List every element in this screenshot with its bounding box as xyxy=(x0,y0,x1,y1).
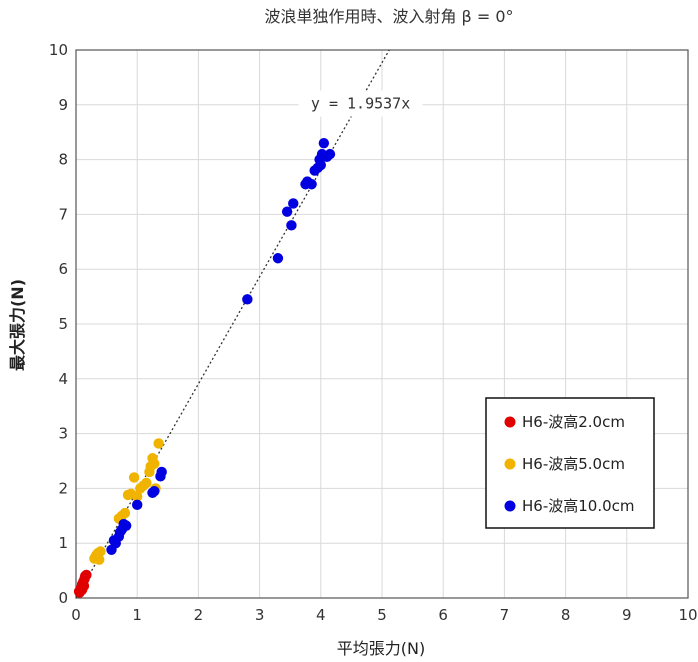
y-tick-label: 3 xyxy=(58,425,68,443)
x-tick-label: 0 xyxy=(71,606,81,624)
x-tick-label: 2 xyxy=(194,606,204,624)
data-point xyxy=(119,507,131,519)
data-point xyxy=(153,438,164,449)
data-point xyxy=(141,477,152,489)
legend: H6-波高2.0cm H6-波高5.0cm H6-波高10.0cm xyxy=(485,397,655,529)
data-point xyxy=(288,198,299,209)
x-tick-label: 6 xyxy=(438,606,448,624)
legend-label: H6-波高2.0cm xyxy=(522,413,625,431)
y-tick-label: 10 xyxy=(49,41,68,59)
legend-marker xyxy=(504,416,516,428)
y-tick-label: 8 xyxy=(58,151,68,169)
y-axis-label: 最大張力(N) xyxy=(8,279,27,371)
trendline-equation-label: y = 1.9537x xyxy=(311,95,410,113)
x-tick-label: 4 xyxy=(316,606,326,624)
data-point xyxy=(315,159,326,171)
plot-area-frame xyxy=(75,49,689,599)
series-1 xyxy=(73,569,92,598)
x-tick-label: 10 xyxy=(678,606,697,624)
legend-label: H6-波高10.0cm xyxy=(522,497,635,515)
data-point xyxy=(306,179,317,190)
data-point xyxy=(94,554,105,565)
y-tick-label: 0 xyxy=(58,589,68,607)
y-tick-label: 5 xyxy=(58,315,68,333)
series-3 xyxy=(106,137,336,555)
x-tick-label: 8 xyxy=(561,606,571,624)
tick-labels: 0 1 2 3 4 5 6 7 8 9 10 0 1 2 3 4 5 6 7 8 9 10 xyxy=(49,41,698,624)
chart-title: 波浪単独作用時、波入射角 β = 0° xyxy=(264,7,513,26)
y-tick-label: 6 xyxy=(58,260,68,278)
data-point xyxy=(81,569,92,581)
data-point xyxy=(95,546,106,557)
data-point xyxy=(128,472,140,483)
legend-marker xyxy=(504,500,516,512)
data-point xyxy=(120,520,132,531)
data-point xyxy=(149,485,160,497)
trendline-label-background xyxy=(298,90,423,117)
data-point xyxy=(242,294,253,305)
x-tick-label: 3 xyxy=(255,606,265,624)
data-points xyxy=(73,137,336,598)
data-point xyxy=(149,458,160,469)
data-point xyxy=(132,491,143,502)
y-tick-label: 7 xyxy=(58,205,68,223)
data-point xyxy=(324,148,336,160)
data-point xyxy=(318,137,330,149)
x-tick-label: 9 xyxy=(622,606,632,624)
data-point xyxy=(132,499,143,511)
legend-marker xyxy=(504,458,516,470)
x-tick-label: 1 xyxy=(132,606,142,624)
x-tick-label: 5 xyxy=(377,606,387,624)
x-tick-label: 7 xyxy=(500,606,510,624)
data-point xyxy=(281,206,293,217)
y-tick-label: 2 xyxy=(58,479,68,497)
data-point xyxy=(156,466,167,478)
legend-label: H6-波高5.0cm xyxy=(522,455,625,473)
y-tick-label: 9 xyxy=(58,96,68,114)
data-point xyxy=(74,587,85,598)
data-point xyxy=(272,253,284,264)
data-point xyxy=(286,220,297,231)
trendline xyxy=(75,49,390,599)
y-tick-label: 4 xyxy=(58,370,68,388)
y-tick-label: 1 xyxy=(58,534,68,552)
trendline-group: y = 1.9537x xyxy=(75,49,423,599)
x-axis-label: 平均張力(N) xyxy=(337,639,425,658)
